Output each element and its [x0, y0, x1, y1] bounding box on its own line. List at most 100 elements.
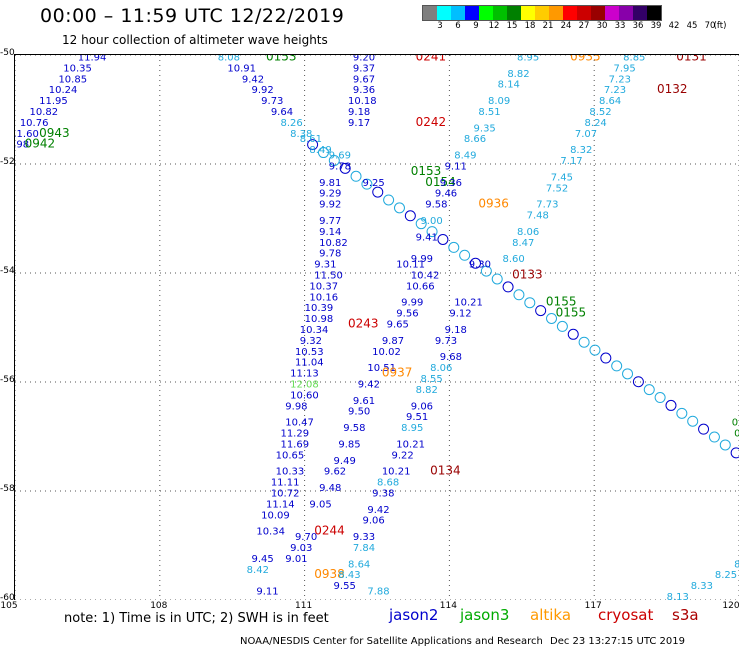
wave-height-label: 9.56	[396, 309, 418, 320]
wave-height-label: 9.01	[285, 554, 307, 565]
wave-height-label: 10.65	[276, 450, 305, 461]
legend-swatch	[465, 6, 479, 20]
wave-height-label: 9.06	[411, 401, 433, 412]
wave-height-label: 10.91	[227, 63, 256, 74]
wave-height-label: 9.38	[372, 488, 394, 499]
wave-height-label: 10.51	[367, 363, 396, 374]
wave-height-label: 9.67	[353, 74, 375, 85]
wave-height-label: 7.23	[604, 85, 626, 96]
wave-height-label: 9.48	[319, 483, 341, 494]
wave-height-label: 9.73	[435, 336, 457, 347]
legend-label: 36	[632, 21, 644, 31]
wave-height-label: 10.09	[261, 510, 290, 521]
legend-swatch	[619, 6, 633, 20]
wave-height-label: 9.61	[353, 396, 375, 407]
pass-time-label: 0936	[478, 197, 509, 211]
sat-jason2: jason2	[389, 606, 439, 624]
wave-height-label: 9.22	[391, 450, 413, 461]
wave-height-label: 10.72	[271, 488, 300, 499]
legend-swatch	[577, 6, 591, 20]
wave-height-label: 9.92	[252, 85, 274, 96]
wave-height-label: 10.11	[396, 260, 425, 271]
pass-time-label: 0153	[411, 164, 442, 178]
wave-height-label: 8.95	[517, 55, 539, 63]
wave-height-label: 9.20	[353, 55, 375, 63]
track-point	[426, 226, 438, 238]
wave-height-label: 9.50	[348, 407, 370, 418]
color-scale-legend	[422, 5, 662, 21]
track-point	[502, 281, 514, 293]
legend-swatch	[437, 6, 451, 20]
pass-time-label: 0134	[430, 464, 461, 478]
wave-height-label: 9.30	[469, 260, 491, 271]
wave-height-label: 10.21	[454, 298, 483, 309]
legend-label: 39	[650, 21, 662, 31]
wave-height-label: 10.33	[276, 467, 305, 478]
lat-tick-label: -60	[0, 593, 15, 603]
track-point	[383, 194, 395, 206]
wave-height-label: 9.14	[319, 227, 341, 238]
wave-height-label: 8.42	[247, 565, 269, 576]
wave-height-label: 10.24	[49, 85, 78, 96]
wave-height-label: 9.35	[474, 123, 496, 134]
legend-label: 15	[506, 21, 518, 31]
wave-height-label: 7.73	[536, 200, 558, 211]
map-plot-area: 11.9410.3510.8510.2411.9510.8210.7611.60…	[14, 54, 739, 600]
lon-tick-label: 111	[295, 601, 313, 611]
wave-height-label: 9.87	[382, 336, 404, 347]
wave-height-label: 8.49	[454, 151, 476, 162]
wave-height-label: 8.43	[338, 570, 360, 581]
track-point	[535, 305, 547, 317]
track-point	[719, 439, 731, 451]
wave-height-label: 10.47	[285, 418, 314, 429]
pass-time-label: 0242	[416, 115, 447, 129]
wave-height-label: 10.53	[295, 347, 324, 358]
wave-height-label: 7.48	[527, 211, 549, 222]
wave-height-label: 9.17	[348, 118, 370, 129]
wave-height-label: 10.98	[15, 140, 29, 151]
lon-tick-label: 114	[439, 601, 457, 611]
track-point	[632, 376, 644, 388]
wave-height-label: 9.78	[319, 249, 341, 260]
track-point	[546, 313, 558, 325]
wave-height-label: 8.08	[218, 55, 240, 63]
wave-height-label: 8.47	[512, 238, 534, 249]
wave-height-label: 8.95	[401, 423, 423, 434]
pass-time-label: 0942	[25, 137, 56, 151]
wave-height-label: 11.95	[39, 96, 68, 107]
wave-height-label: 9.92	[319, 200, 341, 211]
footer-date: Dec 23 13:27:15 UTC 2019	[550, 636, 685, 647]
legend-label: 3	[437, 21, 443, 31]
wave-height-label: 11.69	[280, 439, 309, 450]
wave-height-label: 9.99	[411, 254, 433, 265]
track-point	[524, 297, 536, 309]
wave-height-label: 9.65	[387, 320, 409, 331]
pass-time-label: 0153	[266, 55, 297, 63]
legend-label: 9	[473, 21, 479, 31]
wave-height-label: 9.05	[309, 499, 331, 510]
lon-tick-label: 105	[0, 601, 18, 611]
wave-height-label: 9.42	[358, 379, 380, 390]
pass-time-label: 0132	[657, 82, 688, 96]
track-point	[589, 344, 601, 356]
wave-height-label: 9.98	[285, 401, 307, 412]
wave-height-label: 10.21	[382, 467, 411, 478]
wave-height-label: 8.68	[377, 478, 399, 489]
wave-height-label: 8.55	[420, 374, 442, 385]
track-point	[643, 384, 655, 396]
wave-height-label: 7.17	[560, 156, 582, 167]
track-point	[578, 336, 590, 348]
pass-time-label: 01	[732, 418, 739, 429]
wave-height-label: 8.66	[464, 134, 486, 145]
wave-height-plot: 11.9410.3510.8510.2411.9510.8210.7611.60…	[15, 55, 739, 600]
legend-label: 33	[614, 21, 626, 31]
track-point	[339, 162, 351, 174]
wave-height-label: 10.16	[309, 292, 338, 303]
track-point	[698, 423, 710, 435]
lon-tick-label: 108	[150, 601, 168, 611]
pass-time-label: 0133	[512, 267, 543, 281]
wave-height-label: 8.82	[416, 385, 438, 396]
wave-height-label: 9.03	[290, 543, 312, 554]
wave-height-label: 9.32	[300, 336, 322, 347]
wave-height-label: 8.06	[430, 363, 452, 374]
